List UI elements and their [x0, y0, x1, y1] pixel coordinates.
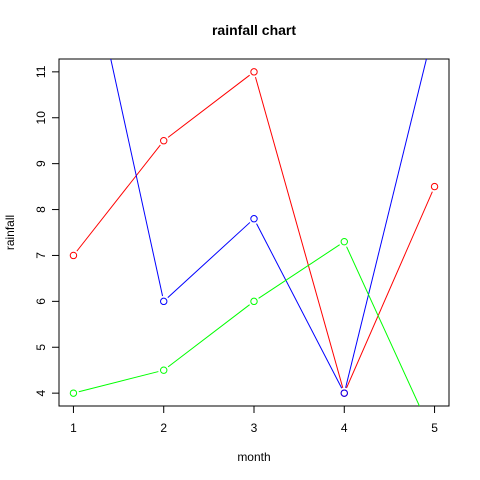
plot-frame	[58, 58, 450, 407]
series-3-point	[69, 389, 78, 397]
series-2-segment	[256, 223, 343, 389]
y-tick-label: 4	[34, 389, 48, 396]
series-layer	[69, 23, 439, 442]
series-3-point	[250, 297, 258, 306]
series-1-segment	[76, 144, 161, 252]
series-3-segment	[346, 246, 420, 406]
y-tick-label: 11	[34, 65, 48, 78]
series-3-segment	[258, 244, 340, 299]
y-tick-label: 7	[34, 252, 48, 259]
series-2-point	[160, 297, 168, 306]
series-1-point	[160, 137, 168, 145]
x-axis: 1 2 3 4 5	[70, 406, 438, 435]
series-3-segment	[167, 304, 250, 368]
series-2-segment	[345, 59, 427, 388]
series-3-point	[340, 237, 348, 246]
y-tick-label: 6	[34, 298, 48, 305]
x-tick-label: 1	[70, 421, 77, 435]
y-axis: 4 5 6 7 8 9 10 11	[34, 65, 59, 396]
series-2-point	[250, 215, 258, 223]
series-3	[69, 237, 437, 442]
x-tick-label: 5	[431, 421, 438, 435]
series-1-segment	[167, 74, 250, 138]
series-3-point	[431, 436, 437, 442]
series-2-segment	[110, 59, 164, 297]
series-1-point	[69, 251, 78, 260]
series-2	[110, 23, 437, 397]
series-3-segment	[78, 371, 159, 393]
series-3-point	[160, 366, 168, 374]
series-2-segment	[167, 222, 251, 299]
x-axis-label: month	[237, 450, 270, 464]
y-axis-label: rainfall	[3, 215, 17, 250]
y-tick-label: 8	[34, 206, 48, 213]
series-2-point	[340, 389, 348, 397]
chart-title: rainfall chart	[212, 22, 296, 38]
series-1-point	[250, 68, 258, 76]
y-tick-label: 10	[34, 111, 48, 125]
series-1-segment	[346, 191, 433, 389]
y-tick-label: 9	[34, 160, 48, 167]
series-1-point	[430, 182, 439, 191]
x-tick-label: 2	[160, 421, 167, 435]
series-1	[69, 68, 439, 397]
series-1-segment	[255, 77, 344, 388]
x-tick-label: 4	[341, 421, 348, 435]
x-tick-label: 3	[251, 421, 258, 435]
y-tick-label: 5	[34, 344, 48, 351]
series-2-point	[431, 23, 437, 29]
